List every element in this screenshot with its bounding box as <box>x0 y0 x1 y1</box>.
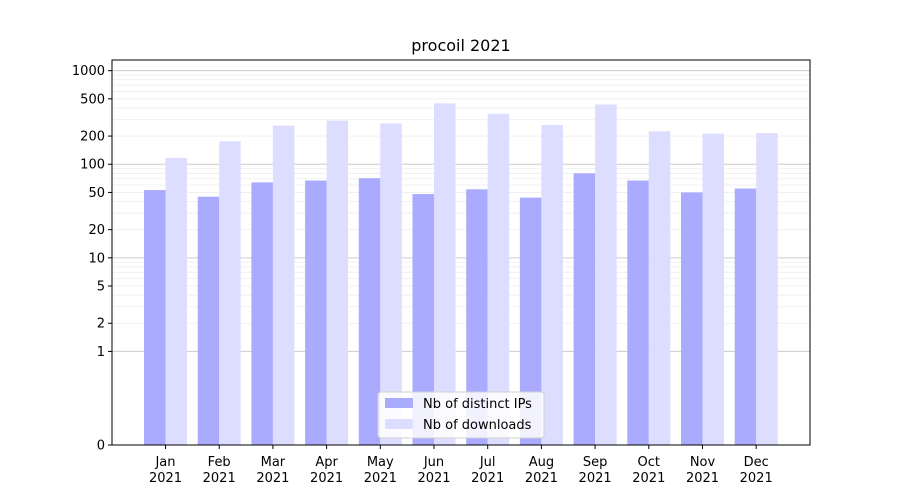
x-tick-label: Oct 2021 <box>632 455 665 486</box>
y-tick-label: 50 <box>88 186 105 201</box>
x-tick-label: Feb 2021 <box>203 455 236 486</box>
y-tick-label: 2 <box>97 317 105 332</box>
bar-downloads <box>487 113 510 446</box>
bar-downloads <box>541 124 563 445</box>
y-tick-label: 1 <box>97 345 105 360</box>
bar-downloads <box>219 141 241 446</box>
legend-label-distinct-ips: Nb of distinct IPs <box>423 397 532 412</box>
x-tick-label: Jun 2021 <box>417 455 450 486</box>
bar-distinct-ips <box>627 180 649 446</box>
bar-downloads <box>380 123 402 445</box>
bar-distinct-ips <box>251 182 273 445</box>
x-tick-month: May <box>367 455 394 470</box>
bar-distinct-ips <box>305 180 327 446</box>
legend-label-downloads: Nb of downloads <box>423 418 532 433</box>
y-tick-label: 500 <box>80 92 105 107</box>
legend-swatch-downloads <box>385 419 413 429</box>
x-tick-month: Sep <box>583 455 608 470</box>
x-tick-year: 2021 <box>471 471 504 486</box>
bar-downloads <box>434 103 456 445</box>
x-tick-label: Mar 2021 <box>256 455 289 486</box>
x-tick-month: Apr <box>315 455 338 470</box>
legend-box <box>377 391 545 439</box>
bar-distinct-ips <box>412 194 434 445</box>
bar-distinct-ips <box>197 196 220 445</box>
x-tick-year: 2021 <box>417 471 450 486</box>
y-tick-label: 1000 <box>72 64 105 79</box>
bars-group <box>144 103 778 446</box>
x-tick-label: Apr 2021 <box>310 455 343 486</box>
x-tick-label: Jan 2021 <box>149 455 182 486</box>
bar-distinct-ips <box>358 178 381 445</box>
legend-swatch-distinct-ips <box>385 398 413 408</box>
x-tick-year: 2021 <box>632 471 665 486</box>
x-tick-year: 2021 <box>525 471 558 486</box>
x-tick-label: Nov 2021 <box>686 455 719 486</box>
legend: Nb of distinct IPs Nb of downloads <box>377 391 545 439</box>
bar-distinct-ips <box>144 190 166 445</box>
x-tick-year: 2021 <box>256 471 289 486</box>
bar-downloads <box>165 157 187 446</box>
x-tick-month: Mar <box>261 455 286 470</box>
x-tick-month: Feb <box>208 455 231 470</box>
x-tick-year: 2021 <box>149 471 182 486</box>
x-tick-label: Aug 2021 <box>525 455 558 486</box>
x-tick-label: Sep 2021 <box>579 455 612 486</box>
y-tick-label: 0 <box>97 439 105 454</box>
bar-downloads <box>648 131 671 445</box>
x-tick-label: Jul 2021 <box>471 455 504 486</box>
bar-downloads <box>272 125 295 445</box>
x-tick-month: Nov <box>690 455 716 470</box>
y-tick-label: 20 <box>88 223 105 238</box>
bar-distinct-ips <box>519 197 542 445</box>
x-tick-label: Dec 2021 <box>740 455 773 486</box>
y-tick-label: 10 <box>88 251 105 266</box>
x-tick-month: Oct <box>638 455 660 470</box>
x-tick-month: Aug <box>529 455 554 470</box>
x-tick-year: 2021 <box>579 471 612 486</box>
x-tick-year: 2021 <box>740 471 773 486</box>
bar-distinct-ips <box>734 188 757 445</box>
bar-downloads <box>702 133 724 446</box>
x-tick-year: 2021 <box>686 471 719 486</box>
x-tick-year: 2021 <box>310 471 343 486</box>
x-tick-year: 2021 <box>203 471 236 486</box>
bar-distinct-ips <box>466 189 488 445</box>
chart-title: procoil 2021 <box>411 36 510 55</box>
bar-distinct-ips <box>681 192 703 445</box>
y-tick-label: 5 <box>97 280 105 295</box>
x-tick-label: May 2021 <box>364 455 397 486</box>
y-tick-label: 100 <box>80 158 105 173</box>
bar-downloads <box>326 120 349 446</box>
x-tick-month: Jun <box>423 455 444 470</box>
plot-frame <box>111 59 811 446</box>
bar-downloads <box>756 133 778 446</box>
x-tick-month: Jan <box>154 455 175 470</box>
x-tick-year: 2021 <box>364 471 397 486</box>
y-tick-label: 200 <box>80 130 105 145</box>
y-axis-ticks: 0 1 2 5 10 20 50 100 200 500 1000 <box>72 64 112 454</box>
bar-downloads <box>595 104 617 445</box>
bar-distinct-ips <box>573 173 596 445</box>
x-tick-month: Dec <box>744 455 769 470</box>
x-tick-month: Jul <box>479 455 496 470</box>
